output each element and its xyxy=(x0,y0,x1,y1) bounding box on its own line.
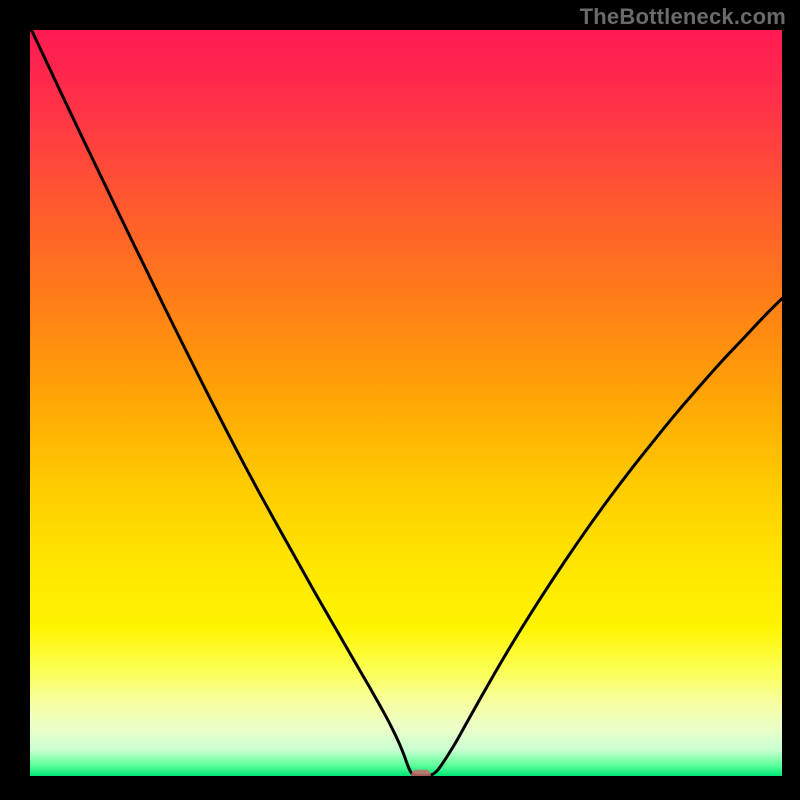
watermark-text: TheBottleneck.com xyxy=(580,4,786,30)
chart-frame: TheBottleneck.com xyxy=(0,0,800,800)
gradient-background xyxy=(30,30,782,776)
optimal-marker xyxy=(411,770,431,776)
bottleneck-plot xyxy=(30,30,782,776)
